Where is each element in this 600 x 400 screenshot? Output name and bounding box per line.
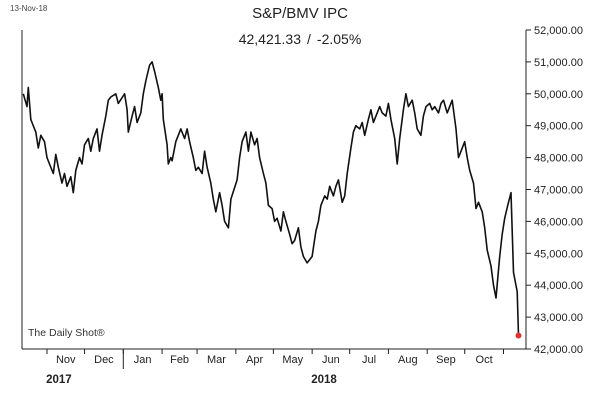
chart-date: 13-Nov-18: [10, 4, 48, 13]
x-tick-label: Jul: [362, 354, 376, 366]
y-tick-label: 52,000.00: [534, 25, 583, 37]
series-line: [22, 61, 520, 336]
y-tick-label: 46,000.00: [534, 216, 583, 228]
y-tick-label: 51,000.00: [534, 57, 583, 69]
last-point-marker: [515, 332, 522, 339]
x-tick-label: Mar: [207, 354, 226, 366]
x-tick-label: Jan: [134, 354, 152, 366]
last-value: 42,421.33: [238, 31, 302, 47]
x-tick-label: Apr: [246, 354, 263, 366]
y-tick-label: 47,000.00: [534, 185, 583, 197]
x-tick-label: Oct: [476, 354, 493, 366]
x-tick-label: Aug: [398, 354, 418, 366]
x-tick-label: Nov: [56, 354, 76, 366]
y-tick-label: 43,000.00: [534, 312, 583, 324]
x-tick-label: Feb: [170, 354, 189, 366]
y-tick-label: 50,000.00: [534, 89, 583, 101]
subtitle-separator: /: [307, 31, 311, 47]
x-tick-label: Dec: [94, 354, 114, 366]
x-tick-label: Sep: [436, 354, 456, 366]
x-tick-label: May: [282, 354, 303, 366]
y-tick-label: 45,000.00: [534, 248, 583, 260]
x-tick-label: Jun: [322, 354, 340, 366]
chart-title: S&P/BMV IPC: [252, 5, 348, 22]
year-label: 2017: [46, 374, 72, 386]
year-label: 2018: [311, 374, 337, 386]
y-tick-label: 42,000.00: [534, 344, 583, 356]
y-tick-label: 49,000.00: [534, 121, 583, 133]
source-credit: The Daily Shot®: [28, 327, 105, 339]
y-tick-label: 48,000.00: [534, 153, 583, 165]
chart-subtitle: 42,421.33 / -2.05%: [0, 31, 600, 47]
y-tick-label: 44,000.00: [534, 280, 583, 292]
percent-change: -2.05%: [316, 31, 362, 47]
